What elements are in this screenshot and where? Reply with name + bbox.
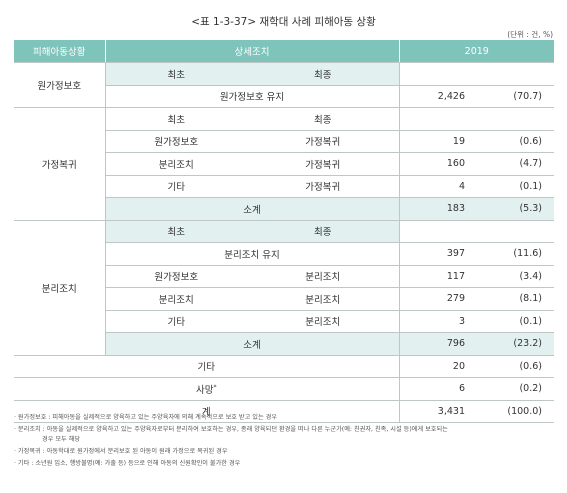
final-label: 최종 — [247, 62, 400, 86]
category-return: 가정복귀 — [14, 107, 106, 221]
header-detail: 상세조치 — [105, 40, 400, 63]
cell-count: 2,426 — [399, 85, 479, 108]
cell-final: 분리조치 — [247, 265, 400, 288]
cell-final: 분리조치 — [247, 287, 400, 311]
cell-pct: (11.6) — [479, 242, 554, 266]
subtotal-count: 183 — [399, 197, 479, 221]
cell-count: 4 — [399, 175, 479, 198]
subtotal-pct: (5.3) — [479, 197, 554, 221]
death-label: 사망 — [196, 384, 214, 396]
total-pct: (100.0) — [479, 400, 554, 423]
cell-final: 분리조치 — [247, 310, 400, 333]
death-row-label: 사망* — [14, 377, 400, 401]
cell-pct: (70.7) — [479, 85, 554, 108]
death-count: 6 — [399, 377, 479, 401]
note-return: · 가정복귀 : 아동학대로 원가정에서 분리보호 된 아동이 원래 가정으로 … — [14, 448, 228, 455]
cell-first: 분리조치 — [105, 152, 247, 176]
category-separation: 분리조치 — [14, 220, 106, 356]
cell-first: 원가정보호 — [105, 265, 247, 288]
other-pct: (0.6) — [479, 355, 554, 378]
death-footnote-mark: * — [213, 383, 217, 391]
first-label: 최초 — [105, 107, 247, 131]
total-label: 계 — [14, 400, 400, 423]
subtotal-label: 소계 — [105, 332, 400, 356]
note-home: · 원가정보호 : 피해아동을 실제적으로 양육하고 있는 주양육자에 의해 계… — [14, 414, 278, 421]
note-other: · 기타 : 소년원 입소, 행방불명(예: 가출 등) 등으로 인해 아동의 … — [14, 460, 241, 467]
first-label: 최초 — [105, 62, 247, 86]
cell-count: 397 — [399, 242, 479, 266]
cell-first: 원가정보호 — [105, 130, 247, 153]
death-pct: (0.2) — [479, 377, 554, 401]
subtotal-label: 소계 — [105, 197, 400, 221]
header-category: 피해아동상황 — [14, 40, 106, 63]
note-separation: · 분리조치 : 아동을 실제적으로 양육하고 있는 주양육자로부터 분리하여 … — [14, 426, 448, 433]
cell-pct: (8.1) — [479, 287, 554, 311]
cell-count: 19 — [399, 130, 479, 153]
cell-count: 160 — [399, 152, 479, 176]
final-label: 최종 — [247, 220, 400, 243]
table-title: <표 1-3-37> 재학대 사례 피해아동 상황 — [191, 16, 376, 28]
cell-pct: (4.7) — [479, 152, 554, 176]
cell-count: 279 — [399, 287, 479, 311]
other-count: 20 — [399, 355, 479, 378]
cell-pct: (0.1) — [479, 175, 554, 198]
cell-count: 117 — [399, 265, 479, 288]
cell-pct: (3.4) — [479, 265, 554, 288]
category-home: 원가정보호 — [14, 62, 106, 108]
cell-pct: (0.1) — [479, 310, 554, 333]
first-label: 최초 — [105, 220, 247, 243]
cell-final: 가정복귀 — [247, 152, 400, 176]
cell-first: 기타 — [105, 310, 247, 333]
cell-count: 3 — [399, 310, 479, 333]
separation-keep-label: 분리조치 유지 — [105, 242, 400, 266]
footnotes: · 원가정보호 : 피해아동을 실제적으로 양육하고 있는 주양육자에 의해 계… — [14, 413, 554, 471]
cell-first: 기타 — [105, 175, 247, 198]
subtotal-count: 796 — [399, 332, 479, 356]
cell-final: 가정복귀 — [247, 130, 400, 153]
note-separation-cont: 경우 모두 해당 — [42, 436, 81, 443]
other-label: 기타 — [14, 355, 400, 378]
cell-first: 분리조치 — [105, 287, 247, 311]
cell-pct: (0.6) — [479, 130, 554, 153]
unit-label: (단위 : 건, %) — [507, 30, 553, 39]
header-year: 2019 — [399, 40, 554, 63]
total-count: 3,431 — [399, 400, 479, 423]
cell-final: 가정복귀 — [247, 175, 400, 198]
final-label: 최종 — [247, 107, 400, 131]
home-keep-label: 원가정보호 유지 — [105, 85, 400, 108]
subtotal-pct: (23.2) — [479, 332, 554, 356]
child-victim-table: 피해아동상황 상세조치 2019 원가정보호 최초 최종 원가정보호 유지 2,… — [14, 40, 554, 423]
